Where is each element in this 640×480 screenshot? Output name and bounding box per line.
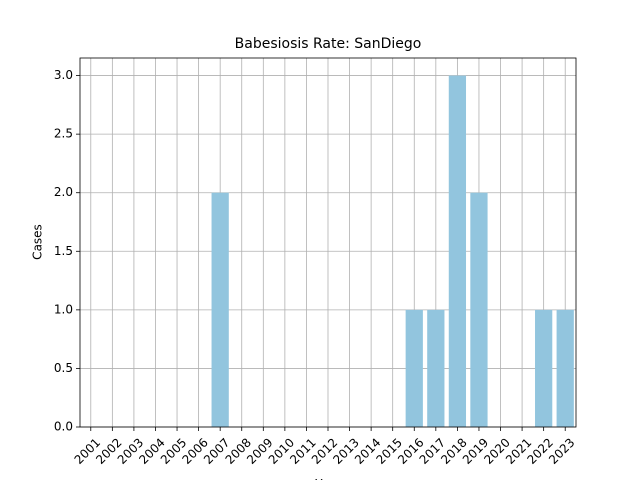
y-tick-label: 1.5 [54, 244, 73, 258]
y-tick-label: 2.5 [54, 127, 73, 141]
bar [427, 309, 445, 427]
chart-title: Babesiosis Rate: SanDiego [235, 36, 422, 52]
y-axis-label: Cases [31, 224, 45, 260]
y-tick-label: 0.0 [54, 420, 73, 434]
plot-frame [79, 57, 577, 428]
y-tick-label: 0.5 [54, 361, 73, 375]
bar [405, 309, 423, 427]
y-tick-label: 2.0 [54, 185, 73, 199]
bar [535, 309, 553, 427]
y-tick-label: 1.0 [54, 302, 73, 316]
x-axis-label: Year [314, 477, 340, 480]
bar [470, 192, 488, 427]
bar [211, 192, 229, 427]
bar [448, 75, 467, 428]
y-tick-label: 3.0 [54, 68, 73, 82]
bar [556, 309, 574, 427]
